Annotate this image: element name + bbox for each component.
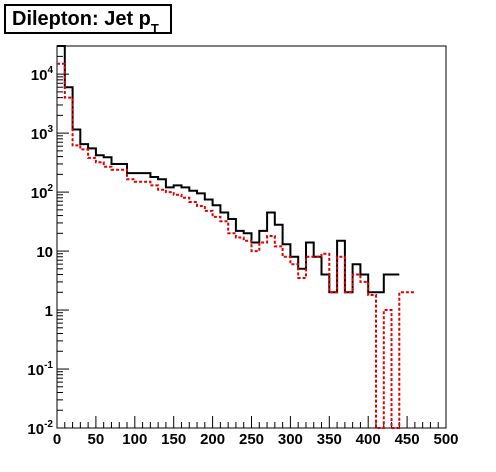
chart-title: Dilepton: Jet pT [4,4,172,36]
y-tick-exponent: 2 [47,183,53,194]
x-tick-label: 450 [395,431,420,448]
y-tick-base: 10 [27,421,44,438]
axes: 0 50 100 150 200 250 300 350 400 450 5001041031021… [27,45,459,448]
y-tick-base: 10 [31,185,48,202]
y-tick-label: 103 [31,124,54,143]
chart-title-main: Dilepton: Jet p [12,8,151,30]
y-tick-label: 10-1 [27,360,53,379]
histogram-series-2 [57,62,415,429]
y-tick-base: 10 [31,126,48,143]
chart-title-subscript: T [150,21,159,36]
y-tick-base: 10 [27,362,44,379]
y-tick-label: 1 [45,303,53,320]
x-tick-label: 500 [433,431,458,448]
y-tick-label: 104 [31,65,54,84]
y-tick-exponent: 3 [47,124,53,135]
y-tick-base: 10 [36,244,53,261]
y-tick-label: 10 [36,244,53,261]
x-tick-label: 100 [122,431,147,448]
y-tick-exponent: -1 [44,360,53,371]
x-tick-label: 150 [161,431,186,448]
x-tick-label: 300 [278,431,303,448]
y-tick-exponent: 4 [47,65,53,76]
y-tick-label: 102 [31,183,54,202]
x-tick-label: 400 [356,431,381,448]
histogram-series-1 [57,45,400,294]
series-group [57,45,415,429]
y-tick-base: 10 [31,67,48,84]
y-tick-label: 10-2 [27,419,53,438]
x-tick-label: 0 [53,431,61,448]
x-tick-label: 50 [88,431,105,448]
x-tick-label: 250 [239,431,264,448]
y-tick-base: 1 [45,303,53,320]
x-tick-label: 350 [317,431,342,448]
y-tick-exponent: -2 [44,419,53,430]
x-tick-label: 200 [200,431,225,448]
